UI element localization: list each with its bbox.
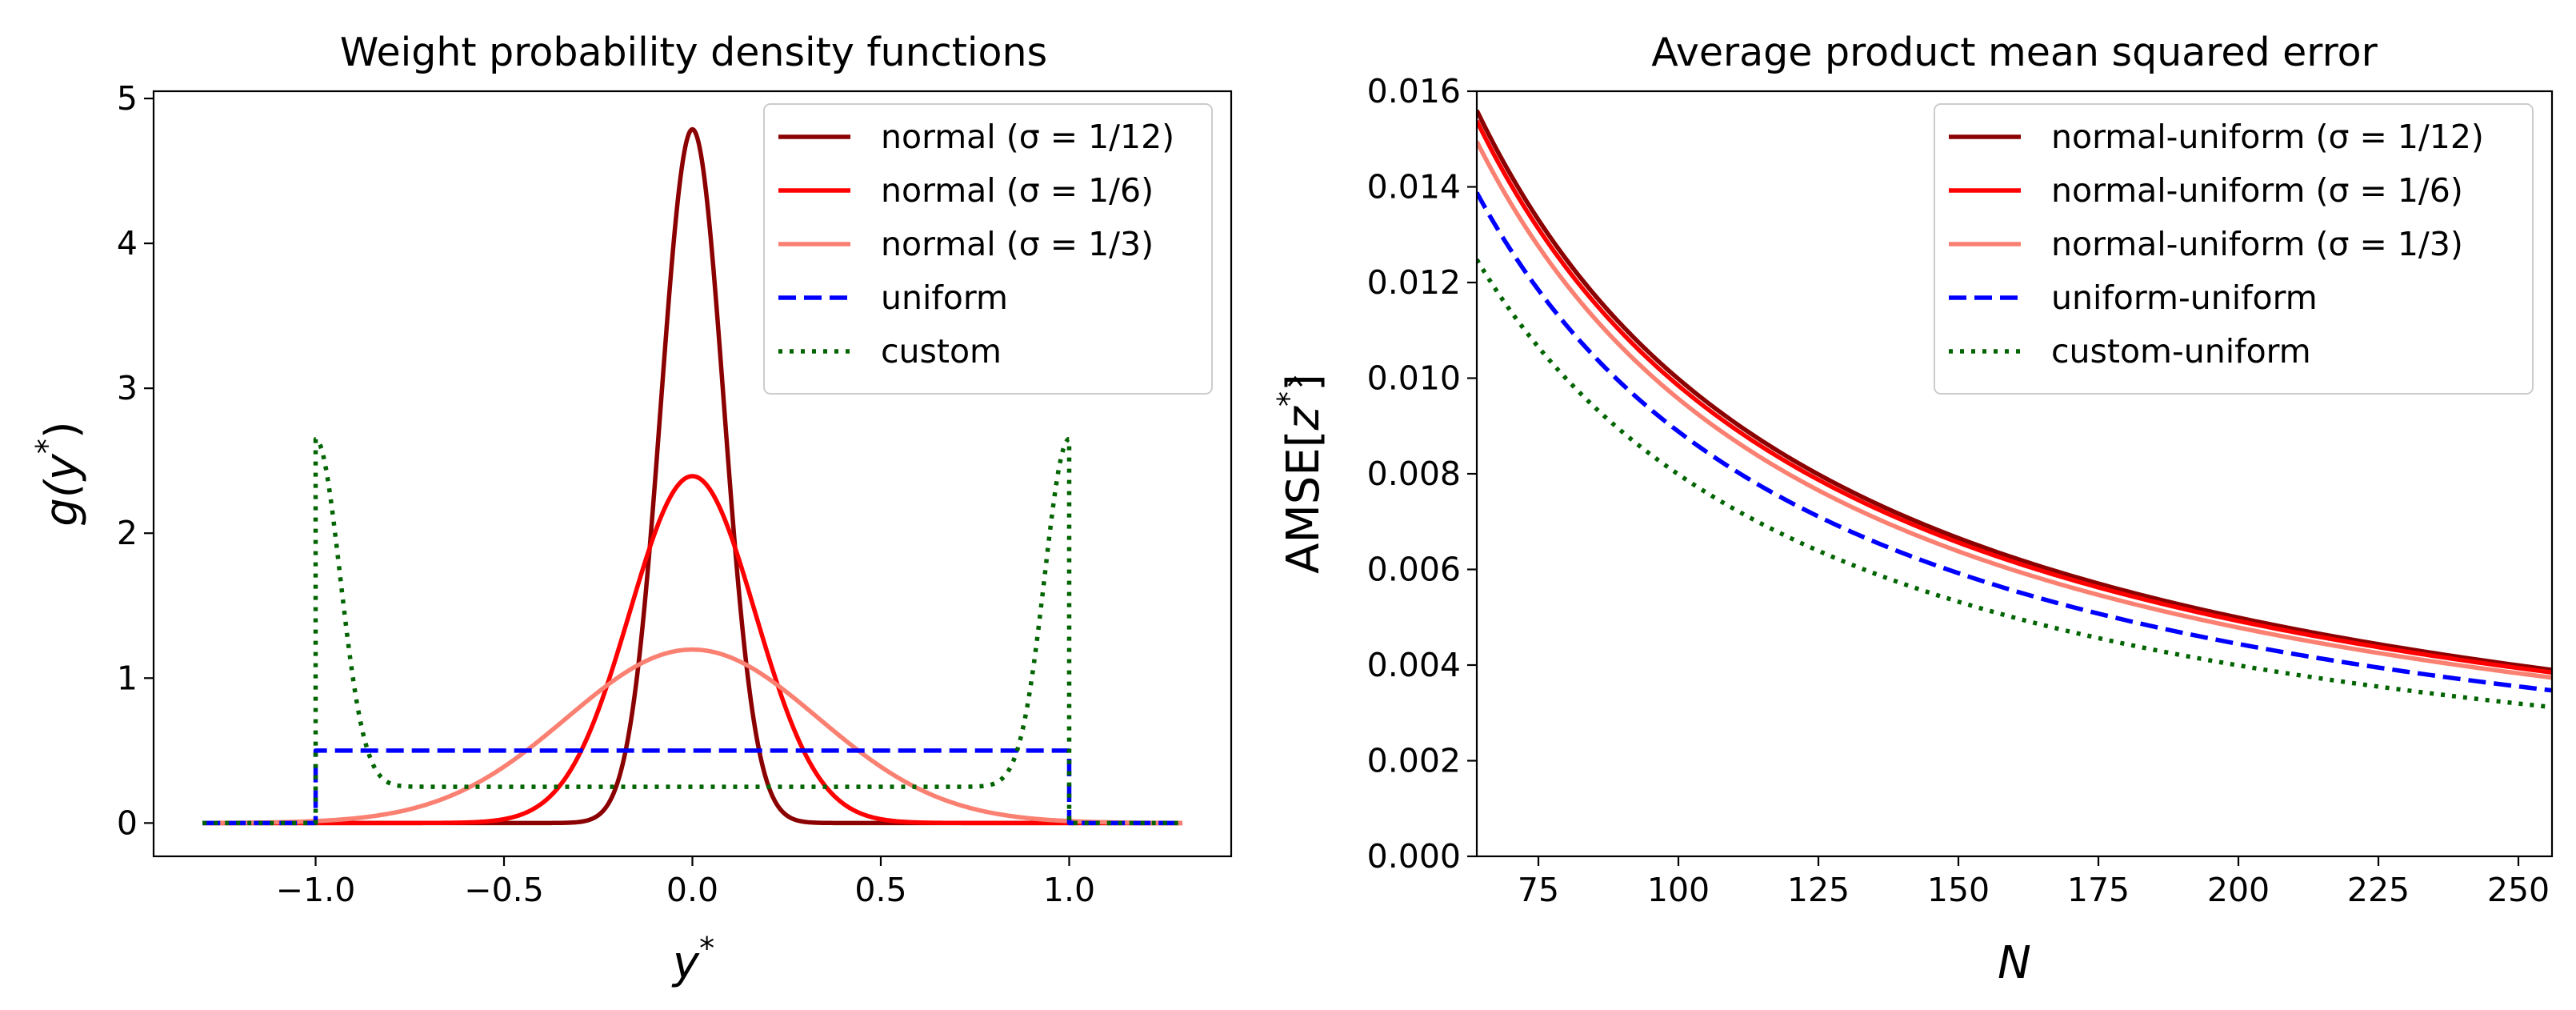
- x-tick-label: 175: [2067, 871, 2130, 909]
- y-tick-label: 0.002: [1367, 742, 1461, 780]
- y-tick-label: 3: [117, 369, 138, 407]
- amse-y-ticks: 0.000 0.002 0.004 0.006 0.008 0.010 0.012 0.014…: [1367, 72, 1477, 876]
- x-tick-label: 125: [1787, 871, 1850, 909]
- amse-legend-entries: normal-uniform (σ = 1/12) normal-uniform …: [1949, 118, 2484, 371]
- amse-x-ticks: 75 100 125 150 175 200 225 250: [1518, 856, 2550, 909]
- legend-label-4: uniform-uniform: [2051, 279, 2318, 317]
- legend-label-5: custom: [881, 332, 1002, 371]
- pdf-series-group: [202, 126, 1183, 826]
- series-line-5: [1477, 258, 2552, 710]
- x-tick-label: −1.0: [276, 871, 356, 909]
- pdf-chart-title: Weight probability density functions: [340, 30, 1047, 75]
- pdf-x-ticks: −1.0 −0.5 0.0 0.5 1.0: [276, 856, 1095, 909]
- pdf-legend: normal (σ = 1/12) normal (σ = 1/6) normal …: [763, 103, 1213, 395]
- amse-chart-title: Average product mean squared error: [1651, 30, 2378, 75]
- y-tick-label: 0.014: [1367, 168, 1461, 206]
- pdf-y-axis-label: g(y*): [30, 421, 88, 526]
- x-tick-label: 150: [1927, 871, 1990, 909]
- x-tick-label: 250: [2487, 871, 2550, 909]
- x-tick-label: 200: [2207, 871, 2270, 909]
- series-line-5: [202, 437, 1183, 826]
- y-tick-label: 5: [117, 79, 138, 118]
- legend-label-5: custom-uniform: [2051, 332, 2311, 371]
- amse-legend: normal-uniform (σ = 1/12) normal-uniform …: [1934, 103, 2534, 395]
- y-tick-label: 0.000: [1367, 837, 1461, 876]
- legend-label-1: normal-uniform (σ = 1/12): [2051, 118, 2484, 156]
- y-tick-label: 2: [117, 514, 138, 552]
- series-line-2: [1477, 119, 2552, 675]
- y-tick-label: 0: [117, 804, 138, 842]
- pdf-y-ticks: 0 1 2 3 4 5: [117, 79, 154, 842]
- legend-label-2: normal-uniform (σ = 1/6): [2051, 171, 2463, 210]
- y-tick-label: 0.010: [1367, 359, 1461, 398]
- pdf-legend-box: [763, 103, 1213, 395]
- y-tick-label: 0.006: [1367, 551, 1461, 589]
- x-tick-label: 225: [2347, 871, 2410, 909]
- x-tick-label: 0.0: [666, 871, 718, 909]
- series-line-4: [1477, 191, 2552, 693]
- legend-label-4: uniform: [881, 279, 1008, 317]
- series-line-3: [202, 647, 1183, 825]
- legend-label-3: normal-uniform (σ = 1/3): [2051, 225, 2463, 263]
- y-tick-label: 0.004: [1367, 646, 1461, 684]
- amse-y-label-hat: [1287, 375, 1303, 387]
- x-tick-label: 0.5: [854, 871, 906, 909]
- series-line-1: [1477, 109, 2552, 672]
- legend-label-2: normal (σ = 1/6): [881, 171, 1154, 210]
- series-line-2: [202, 474, 1183, 826]
- series-line-3: [1477, 140, 2552, 680]
- x-tick-label: 75: [1518, 871, 1559, 909]
- legend-label-3: normal (σ = 1/3): [881, 225, 1154, 263]
- amse-x-axis-label: N: [1998, 937, 2031, 989]
- pdf-chart: Weight probability density functions −1.…: [30, 30, 1233, 989]
- pdf-x-axis-label: y*: [671, 931, 714, 989]
- amse-legend-box: [1934, 103, 2534, 395]
- amse-series-group: [1477, 109, 2552, 710]
- y-tick-label: 0.008: [1367, 455, 1461, 493]
- x-tick-label: 100: [1647, 871, 1710, 909]
- x-tick-label: 1.0: [1043, 871, 1095, 909]
- y-tick-label: 4: [117, 224, 138, 263]
- x-tick-label: −0.5: [464, 871, 544, 909]
- amse-chart: Average product mean squared error 75 100…: [1271, 30, 2554, 989]
- y-tick-label: 1: [117, 659, 138, 697]
- y-tick-label: 0.016: [1367, 72, 1461, 110]
- y-tick-label: 0.012: [1367, 263, 1461, 302]
- amse-y-axis-label: AMSE[z*]: [1271, 374, 1330, 574]
- legend-label-1: normal (σ = 1/12): [881, 118, 1174, 156]
- pdf-legend-entries: normal (σ = 1/12) normal (σ = 1/6) normal …: [778, 118, 1174, 371]
- series-line-4: [202, 748, 1183, 826]
